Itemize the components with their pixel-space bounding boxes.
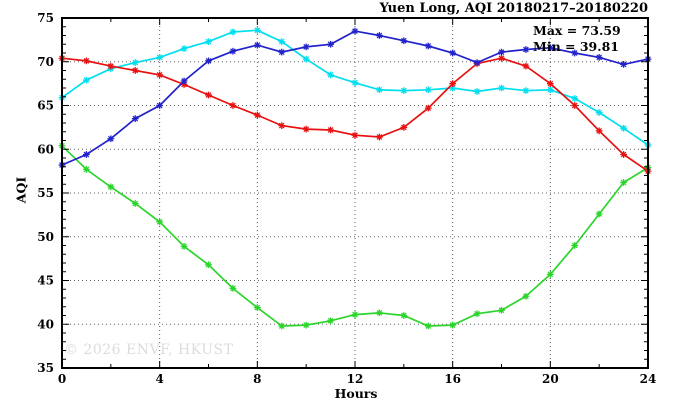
svg-text:16: 16 [444, 372, 461, 386]
watermark: © 2026 ENVF, HKUST [64, 342, 234, 358]
svg-text:55: 55 [37, 186, 54, 200]
svg-text:40: 40 [37, 317, 54, 331]
maxmin-annotation: Max = 73.59 Min = 39.81 [533, 23, 621, 54]
x-axis-label: Hours [334, 386, 378, 401]
series-green-markers [58, 142, 652, 330]
svg-text:24: 24 [640, 372, 657, 386]
min-annotation: Min = 39.81 [533, 38, 619, 54]
y-axis-label: AQI [13, 176, 29, 204]
svg-text:4: 4 [155, 372, 163, 386]
svg-text:8: 8 [253, 372, 261, 386]
svg-text:75: 75 [37, 11, 54, 25]
axis-ticks [61, 17, 649, 369]
svg-text:60: 60 [37, 142, 54, 156]
gridlines [62, 18, 648, 368]
svg-text:50: 50 [37, 230, 54, 244]
svg-text:45: 45 [37, 274, 54, 288]
svg-text:65: 65 [37, 99, 54, 113]
y-tick-labels: 35 40 45 50 55 60 65 70 75 [37, 11, 54, 375]
x-tick-labels: 0 4 8 12 16 20 24 [58, 372, 657, 386]
svg-text:20: 20 [542, 372, 559, 386]
svg-text:35: 35 [37, 361, 54, 375]
svg-text:70: 70 [37, 55, 54, 69]
max-annotation: Max = 73.59 [533, 23, 621, 38]
chart-title: Yuen Long, AQI 20180217–20180220 [379, 1, 649, 16]
svg-text:12: 12 [347, 372, 364, 386]
svg-text:0: 0 [58, 372, 66, 386]
